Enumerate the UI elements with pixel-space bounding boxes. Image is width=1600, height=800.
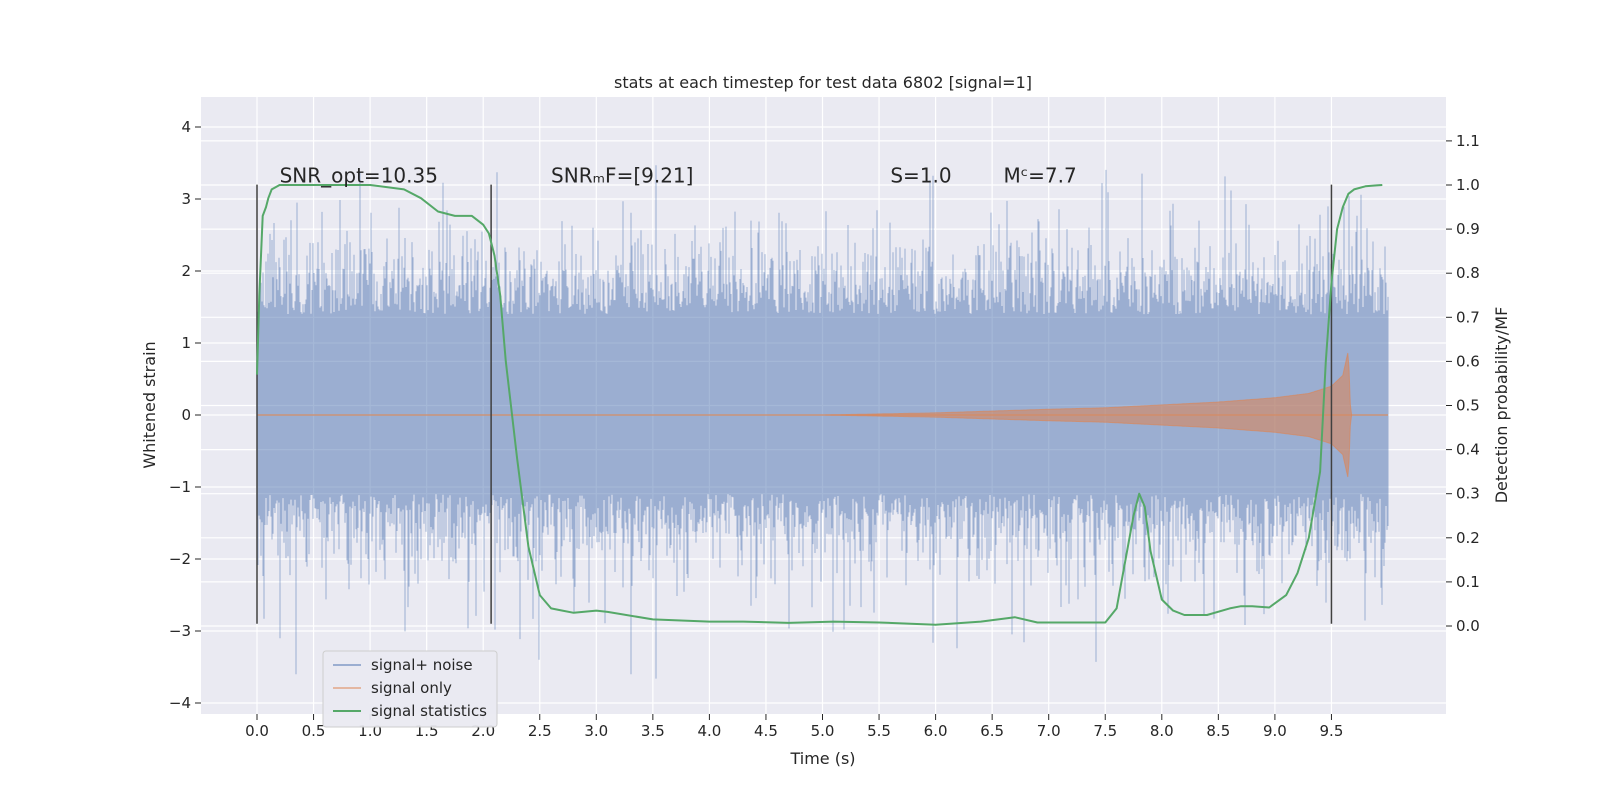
x-tick-label: 3.5 — [641, 722, 665, 740]
y2-tick-label: 0.1 — [1456, 573, 1480, 591]
x-tick-label: 5.0 — [811, 722, 835, 740]
annotation-2: S=1.0 — [890, 163, 951, 187]
x-tick-label: 6.0 — [924, 722, 948, 740]
y2-tick-label: 0.9 — [1456, 220, 1480, 238]
x-tick-label: 9.5 — [1320, 722, 1344, 740]
y-tick-label: −1 — [169, 478, 191, 496]
vertical-markers — [256, 184, 1333, 624]
y2-tick-label: 0.3 — [1456, 485, 1480, 503]
y2-tick-labels: 0.0 0.1 0.2 0.3 0.4 0.5 0.6 0.7 0.8 0.9 1.0 1.1 — [1446, 132, 1480, 635]
y-tick-label: 3 — [181, 190, 191, 208]
signal-only-series — [257, 352, 1388, 478]
y-tick-label: −2 — [169, 550, 191, 568]
x-tick-label: 5.5 — [867, 722, 891, 740]
chart-title: stats at each timestep for test data 680… — [614, 73, 1032, 92]
y-axis-label: Whitened strain — [140, 341, 159, 468]
y2-axis-label: Detection probability/MF — [1492, 307, 1511, 504]
legend-box — [322, 650, 498, 728]
legend-label-stats: signal statistics — [371, 702, 487, 720]
x-tick-label: 7.0 — [1037, 722, 1061, 740]
y2-tick-label: 0.0 — [1456, 617, 1480, 635]
annotations: SNR_opt=10.35 SNRₘF=[9.21] S=1.0 Mᶜ=7.7 — [280, 163, 1077, 187]
x-tick-label: 0.0 — [245, 722, 269, 740]
x-tick-label: 8.0 — [1150, 722, 1174, 740]
x-tick-label: 8.5 — [1206, 722, 1230, 740]
y2-tick-label: 0.2 — [1456, 529, 1480, 547]
signal-statistics-series — [256, 184, 1383, 626]
x-tick-label: 2.5 — [528, 722, 552, 740]
y2-tick-label: 0.5 — [1456, 397, 1480, 415]
legend-label-signal: signal only — [371, 679, 452, 697]
x-tick-label: 3.0 — [584, 722, 608, 740]
annotation-1: SNRₘF=[9.21] — [551, 163, 693, 187]
y2-tick-label: 0.6 — [1456, 352, 1480, 370]
x-tick-label: 0.5 — [302, 722, 326, 740]
y-tick-label: −4 — [169, 694, 191, 712]
y2-tick-label: 0.4 — [1456, 441, 1480, 459]
annotation-0: SNR_opt=10.35 — [280, 163, 438, 187]
y2-tick-label: 0.7 — [1456, 308, 1480, 326]
y2-tick-label: 1.0 — [1456, 176, 1480, 194]
x-tick-label: 9.0 — [1263, 722, 1287, 740]
y-tick-labels: −4 −3 −2 −1 0 1 2 3 4 — [169, 118, 201, 712]
y-tick-label: 0 — [181, 406, 191, 424]
y2-tick-label: 1.1 — [1456, 132, 1480, 150]
y-tick-label: 1 — [181, 334, 191, 352]
annotation-3: Mᶜ=7.7 — [1003, 163, 1076, 187]
x-tick-label: 4.5 — [754, 722, 778, 740]
x-tick-label: 6.5 — [980, 722, 1004, 740]
y-tick-label: −3 — [169, 622, 191, 640]
x-tick-label: 7.5 — [1093, 722, 1117, 740]
y2-tick-label: 0.8 — [1456, 264, 1480, 282]
x-axis-label: Time (s) — [789, 749, 855, 768]
legend-label-noise: signal+ noise — [371, 656, 473, 674]
legend: signal+ noise signal only signal statist… — [322, 650, 498, 728]
signal-statistics-line — [256, 184, 1383, 626]
y-tick-label: 2 — [181, 262, 191, 280]
x-tick-label: 4.0 — [697, 722, 721, 740]
y-tick-label: 4 — [181, 118, 191, 136]
